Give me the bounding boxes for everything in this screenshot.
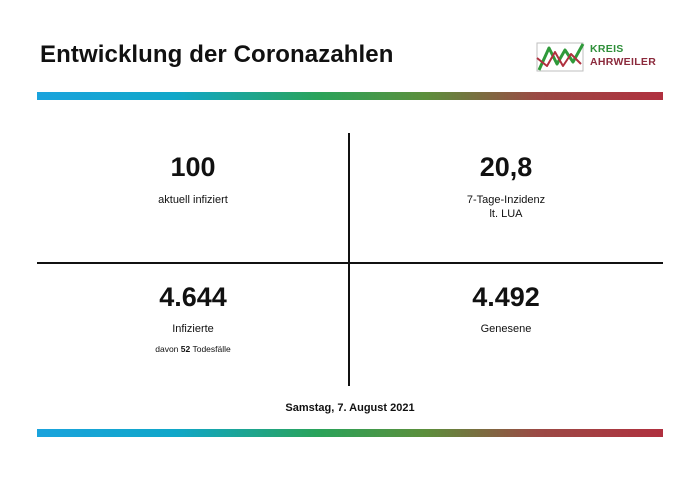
stat-label: Infizierte	[172, 323, 214, 335]
stat-seven-day-incidence: 20,8 7-Tage-Inzidenz lt. LUA	[350, 152, 662, 221]
page-title: Entwicklung der Coronazahlen	[40, 41, 394, 68]
stat-label: Genesene	[480, 323, 532, 335]
kreis-ahrweiler-logo: KREIS AHRWEILER	[535, 40, 695, 76]
stat-value: 20,8	[479, 152, 533, 182]
deaths-suffix: Todesfälle	[192, 344, 231, 354]
report-date: Samstag, 7. August 2021	[285, 402, 415, 414]
stat-label-source: lt. LUA	[489, 208, 523, 220]
vertical-divider	[348, 133, 350, 386]
logo-text: KREIS AHRWEILER	[590, 43, 656, 69]
deaths-prefix: davon	[155, 344, 179, 354]
stat-currently-infected: 100 aktuell infiziert	[37, 152, 349, 207]
stat-recovered: 4.492 Genesene	[350, 282, 662, 336]
logo-line-1: KREIS	[590, 43, 624, 55]
stat-label: 7-Tage-Inzidenz	[466, 194, 546, 206]
stat-total-infected: 4.644 Infizierte davon 52 Todesfälle	[37, 282, 349, 354]
deaths-note: davon 52 Todesfälle	[37, 344, 349, 354]
logo-line-2: AHRWEILER	[590, 56, 657, 68]
stat-value: 100	[170, 152, 216, 182]
horizontal-divider	[37, 262, 663, 264]
deaths-count: 52	[180, 344, 191, 354]
bottom-gradient-bar	[37, 429, 663, 437]
stat-label: aktuell infiziert	[158, 194, 228, 206]
logo-mark-icon	[536, 42, 585, 72]
stat-value: 4.644	[159, 282, 227, 312]
stat-value: 4.492	[472, 282, 540, 312]
top-gradient-bar	[37, 92, 663, 100]
